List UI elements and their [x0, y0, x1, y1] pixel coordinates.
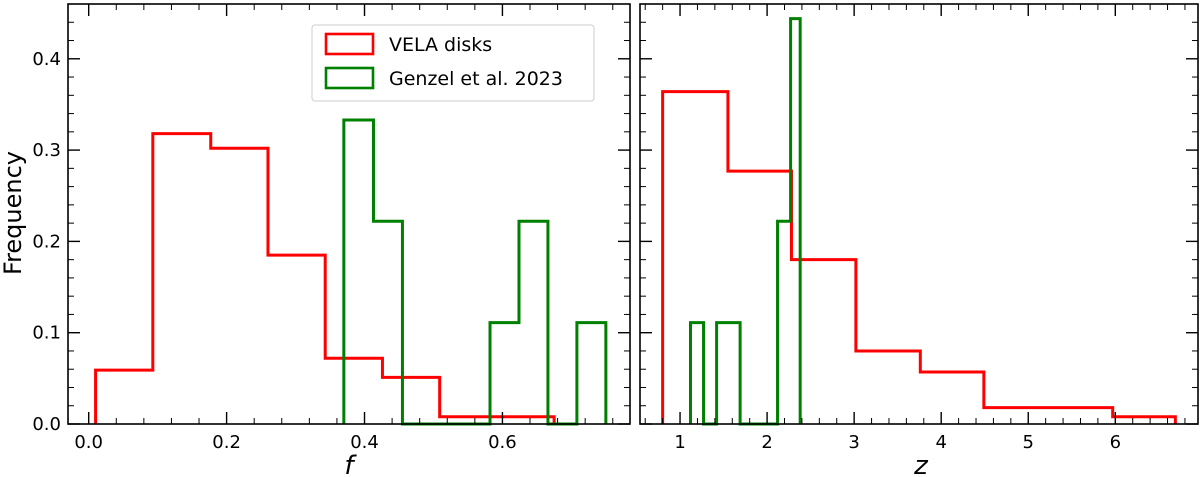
x-tick-label: 0.6	[488, 432, 517, 453]
histogram-series-vela-disks	[661, 90, 1177, 424]
left-panel-f-histogram: 0.0 0.1 0.2 0.3 0.4 0.0 0.2 0.4 0.6 VELA disks Gen…	[32, 3, 631, 453]
x-tick-label: 4	[935, 432, 946, 453]
legend-frame	[311, 24, 595, 102]
legend-label: VELA disks	[389, 34, 492, 56]
y-tick-label: 0.1	[32, 323, 61, 344]
x-tick-label: 0.4	[350, 432, 379, 453]
legend-label: Genzel et al. 2023	[389, 68, 563, 90]
x-axis-label-z: z	[913, 451, 929, 477]
right-panel-z-histogram: 1 2 3 4 5 6	[639, 3, 1199, 453]
histogram-series-genzel-et-al-2023	[342, 118, 608, 426]
axes-frame	[67, 3, 631, 425]
y-tick-label: 0.4	[32, 49, 61, 70]
legend: VELA disks Genzel et al. 2023	[311, 24, 595, 102]
y-axis-label: Frequency	[0, 151, 27, 275]
histogram-series-genzel-et-al-2023	[688, 17, 802, 426]
legend-swatch	[324, 66, 375, 90]
x-axis-label-f: f	[344, 451, 357, 477]
histogram-series-vela-disks	[94, 132, 556, 424]
x-tick-label: 3	[848, 432, 859, 453]
y-tick-label: 0.2	[32, 231, 61, 252]
x-tick-label: 6	[1110, 432, 1121, 453]
x-tick-label: 5	[1023, 432, 1034, 453]
y-tick-label: 0.3	[32, 140, 61, 161]
y-tick-label: 0.0	[32, 414, 61, 435]
x-tick-label: 0.2	[212, 432, 241, 453]
x-tick-label: 2	[761, 432, 772, 453]
x-tick-label: 0.0	[74, 432, 103, 453]
legend-swatch	[324, 32, 375, 56]
axes-frame	[639, 3, 1199, 425]
x-tick-label: 1	[674, 432, 685, 453]
